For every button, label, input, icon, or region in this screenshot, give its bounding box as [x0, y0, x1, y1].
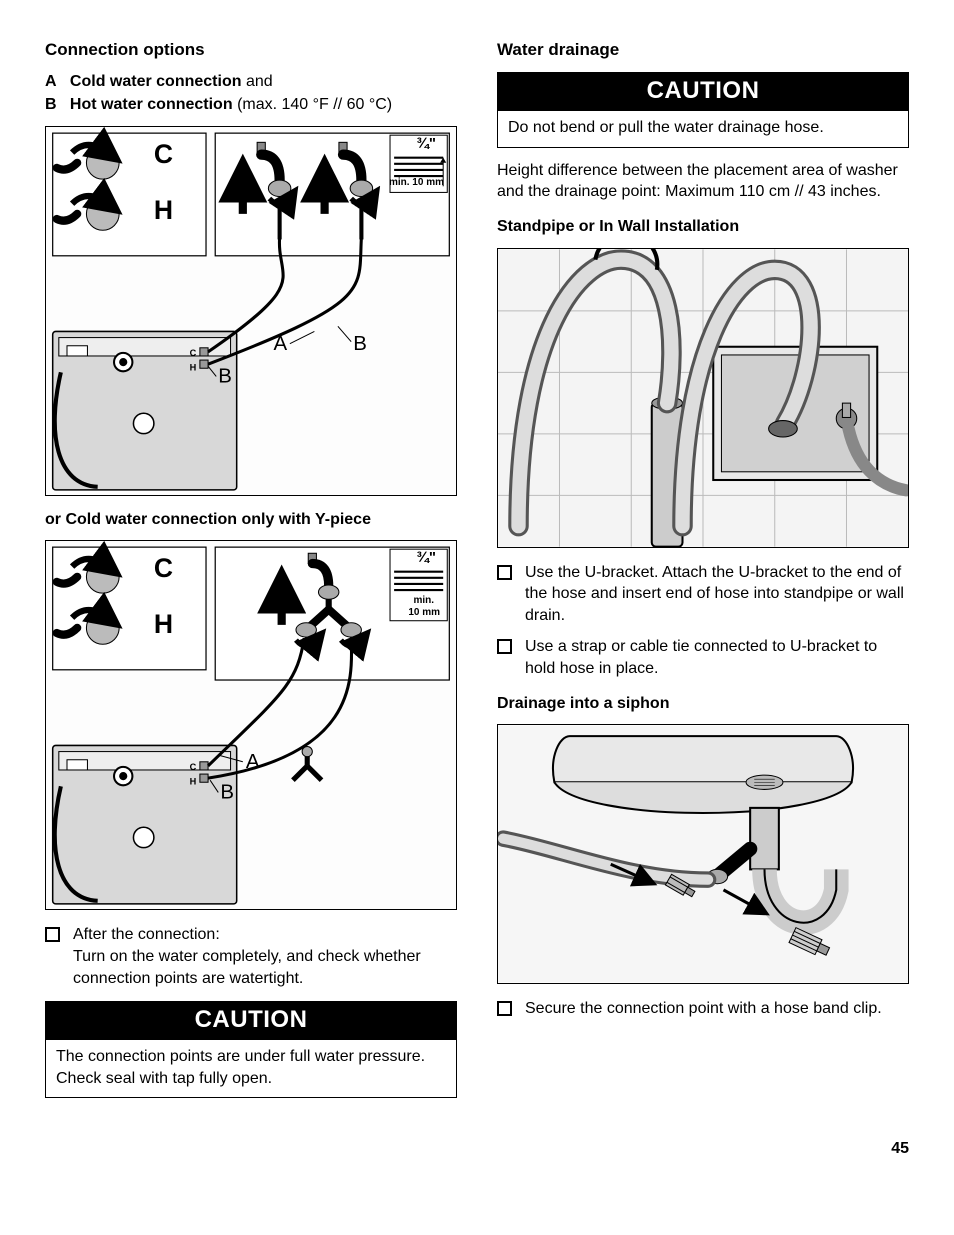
height-difference-text: Height difference between the placement … [497, 160, 909, 203]
caution-box-right: CAUTION Do not bend or pull the water dr… [497, 72, 909, 148]
caution-body: The connection points are under full wat… [46, 1040, 456, 1097]
list-text-line2: Turn on the water completely, and check … [73, 948, 421, 987]
option-b-line: B Hot water connection (max. 140 °F // 6… [45, 95, 457, 116]
diagram-y-piece-connection: C H [45, 540, 457, 910]
diagram1-min-label: min. 10 mm [389, 177, 444, 188]
list-item: Secure the connection point with a hose … [497, 998, 909, 1020]
checkbox-icon [497, 639, 511, 653]
list-text: After the connection: Turn on the water … [73, 924, 457, 989]
option-b-text: Hot water connection [70, 96, 233, 113]
svg-text:C: C [154, 138, 173, 168]
list-text-line1: After the connection: [73, 926, 220, 943]
svg-text:B: B [218, 364, 232, 387]
diagram2-min-label-a: min. [413, 595, 434, 606]
caution-box-left: CAUTION The connection points are under … [45, 1001, 457, 1098]
svg-text:B: B [220, 781, 234, 804]
svg-text:H: H [154, 195, 173, 225]
svg-text:A: A [246, 750, 260, 773]
option-a-text: Cold water connection [70, 73, 242, 90]
svg-text:H: H [190, 777, 197, 787]
page-number: 45 [0, 1140, 954, 1178]
standpipe-heading: Standpipe or In Wall Installation [497, 217, 909, 238]
checkbox-icon [497, 1001, 511, 1015]
siphon-heading: Drainage into a siphon [497, 694, 909, 715]
standpipe-list: Use the U-bracket. Attach the U-bracket … [497, 562, 909, 680]
diagram-cold-hot-connection: C H [45, 126, 457, 496]
diagram2-thread-label: ¾" [416, 549, 436, 566]
diagram-standpipe [497, 248, 909, 548]
caution-title: CAUTION [46, 1002, 456, 1040]
list-item: Use the U-bracket. Attach the U-bracket … [497, 562, 909, 627]
option-b-label: B [45, 96, 57, 113]
svg-text:C: C [190, 348, 197, 358]
checkbox-icon [497, 565, 511, 579]
svg-text:H: H [190, 362, 197, 372]
list-text: Use a strap or cable tie connected to U-… [525, 636, 909, 679]
y-piece-heading: or Cold water connection only with Y-pie… [45, 510, 457, 531]
option-a-line: A Cold water connection and [45, 72, 457, 93]
after-connection-list: After the connection: Turn on the water … [45, 924, 457, 989]
diagram1-thread-label: ¾" [416, 135, 436, 152]
option-a-label: A [45, 73, 57, 90]
option-a-conj: and [246, 73, 273, 90]
right-column: Water drainage CAUTION Do not bend or pu… [497, 40, 909, 1110]
option-b-spec: (max. 140 °F // 60 °C) [237, 96, 392, 113]
diagram2-min-label-b: 10 mm [408, 607, 440, 618]
list-text: Secure the connection point with a hose … [525, 998, 882, 1020]
left-column: Connection options A Cold water connecti… [45, 40, 457, 1110]
manual-page: Connection options A Cold water connecti… [0, 0, 954, 1140]
list-item: Use a strap or cable tie connected to U-… [497, 636, 909, 679]
list-item: After the connection: Turn on the water … [45, 924, 457, 989]
caution-title: CAUTION [498, 73, 908, 111]
diagram-siphon [497, 724, 909, 984]
list-text: Use the U-bracket. Attach the U-bracket … [525, 562, 909, 627]
svg-text:A: A [273, 331, 287, 354]
connection-options-heading: Connection options [45, 40, 457, 60]
svg-text:B: B [353, 331, 367, 354]
water-drainage-heading: Water drainage [497, 40, 909, 60]
svg-text:H: H [154, 609, 173, 639]
caution-body: Do not bend or pull the water drainage h… [498, 111, 908, 147]
checkbox-icon [45, 927, 59, 941]
svg-text:C: C [154, 553, 173, 583]
svg-text:C: C [190, 762, 197, 772]
siphon-list: Secure the connection point with a hose … [497, 998, 909, 1020]
